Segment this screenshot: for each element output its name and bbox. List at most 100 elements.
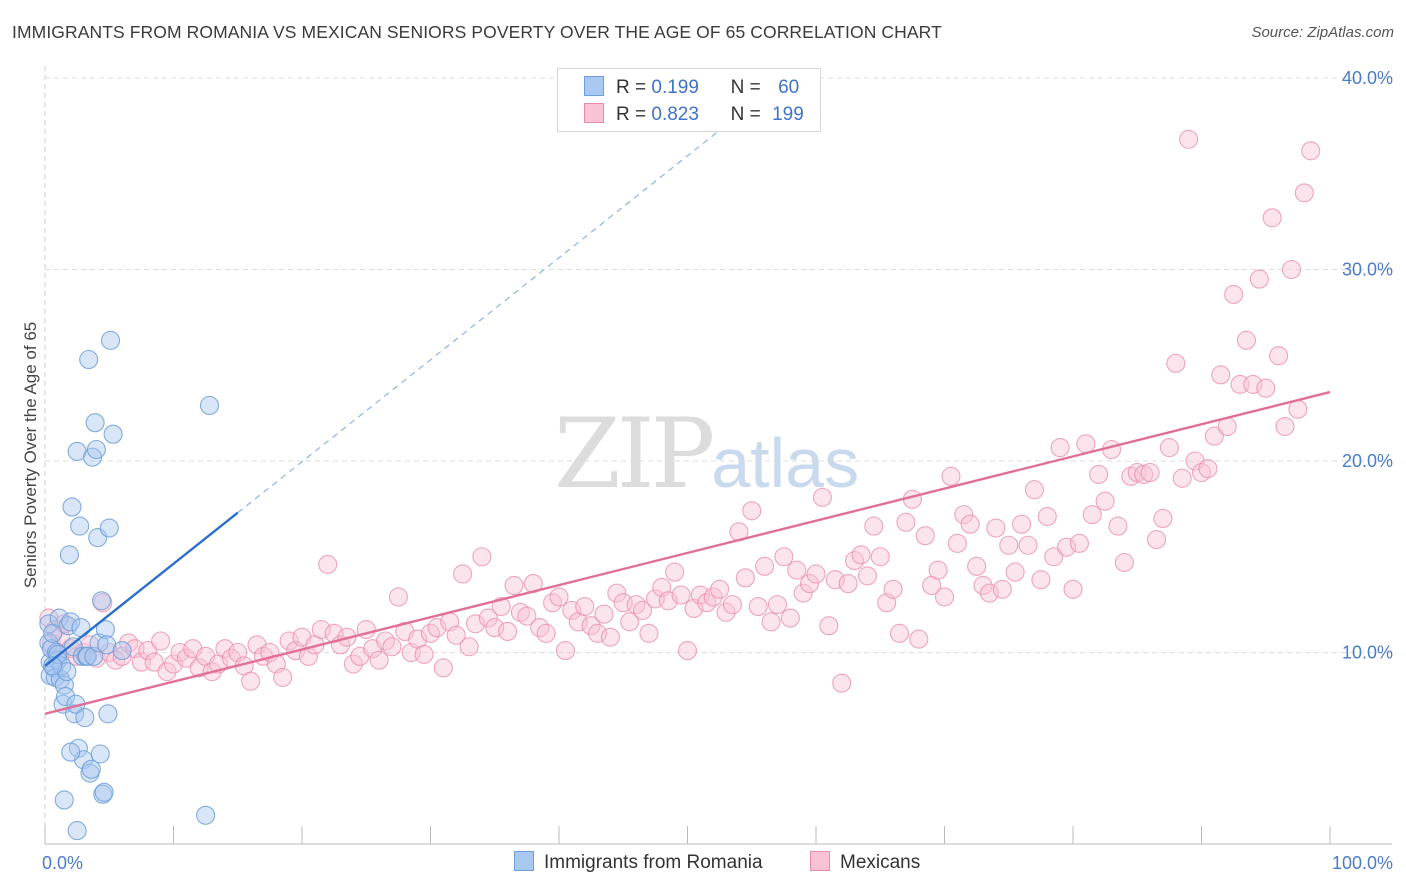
- mexicans-point: [992, 579, 1012, 599]
- mexicans-point: [1204, 426, 1224, 446]
- mexicans-point: [832, 673, 852, 693]
- mexicans-point: [1082, 505, 1102, 525]
- legend-item-mexicans[interactable]: Mexicans: [810, 851, 920, 874]
- mexicans-point: [928, 560, 948, 580]
- mexicans-point: [710, 579, 730, 599]
- romania-point: [70, 516, 90, 536]
- stats-legend: R = 0.199 N = 60 R = 0.823 N = 199: [557, 68, 821, 132]
- mexicans-point: [157, 662, 177, 682]
- mexicans-point: [504, 575, 524, 596]
- romania-trendline-extension: [237, 104, 753, 514]
- mexicans-point: [549, 587, 569, 607]
- romania-trendline: [44, 511, 239, 667]
- mexicans-point: [883, 579, 903, 599]
- legend-label-romania: Immigrants from Romania: [544, 852, 763, 873]
- y-tick-label: 10.0%: [1342, 643, 1393, 663]
- legend-row-romania: R = 0.199 N = 60: [584, 76, 799, 100]
- mexicans-point: [761, 612, 781, 632]
- mexicans-point: [427, 618, 447, 638]
- mexicans-point: [1198, 459, 1218, 479]
- romania-point: [56, 686, 76, 707]
- mexicans-point: [1224, 284, 1244, 304]
- mexicans-point: [716, 602, 736, 622]
- mexicans-point: [388, 587, 408, 607]
- chart-title: IMMIGRANTS FROM ROMANIA VS MEXICAN SENIO…: [12, 22, 942, 42]
- mexicans-point: [1166, 353, 1186, 373]
- mexicans-point: [215, 639, 235, 659]
- romania-point: [79, 349, 99, 370]
- mexicans-point: [1269, 346, 1289, 366]
- romania-point: [196, 805, 216, 825]
- mexicans-point: [1301, 141, 1321, 161]
- romania-point: [77, 646, 97, 666]
- mexicans-point: [780, 608, 800, 628]
- mexicans-point: [825, 570, 845, 590]
- mexicans-point: [1262, 208, 1282, 228]
- romania-point: [86, 439, 106, 460]
- mexicans-point: [735, 568, 755, 588]
- mexicans-point: [1076, 434, 1096, 454]
- mexicans-point: [151, 631, 171, 651]
- mexicans-point: [1024, 480, 1044, 500]
- source-credit: Source: ZipAtlas.com: [1251, 24, 1394, 41]
- romania-point: [61, 612, 81, 632]
- mexicans-point: [639, 623, 659, 643]
- n-label: N =: [730, 77, 761, 98]
- mexicans-point: [819, 616, 839, 636]
- mexicans-point: [472, 547, 492, 567]
- romania-point: [59, 545, 79, 565]
- mexicans-point: [999, 535, 1019, 555]
- mexicans-point: [517, 606, 537, 626]
- romania-swatch: [584, 76, 604, 96]
- mexicans-trendline: [44, 390, 1331, 715]
- mexicans-point: [273, 667, 293, 687]
- mexicans-point: [138, 641, 158, 661]
- mexicans-point: [163, 654, 184, 674]
- mexicans-points: [39, 129, 1321, 693]
- watermark-atlas: atlas: [711, 424, 860, 502]
- y-tick-label: 30.0%: [1342, 260, 1393, 280]
- mexicans-point: [144, 652, 164, 672]
- mexicans-point: [1159, 438, 1179, 458]
- mexicans-point: [241, 671, 261, 691]
- mexicans-point: [536, 623, 556, 643]
- legend-row-mexicans: R = 0.823 N = 199: [584, 103, 804, 127]
- romania-points: [39, 330, 220, 841]
- mexicans-point: [414, 644, 434, 664]
- mexicans-point: [485, 618, 505, 638]
- mexicans-point: [369, 650, 389, 670]
- mexicans-point: [748, 596, 768, 617]
- romania-point: [99, 518, 119, 538]
- mexicans-point: [793, 583, 813, 603]
- legend-item-romania[interactable]: Immigrants from Romania: [514, 851, 763, 874]
- mexicans-point: [1275, 416, 1295, 437]
- x-tick-label-min: 0.0%: [42, 853, 83, 873]
- tick-labels: 10.0% 20.0% 30.0% 40.0% 0.0% 100.0%: [42, 68, 1393, 873]
- romania-point: [95, 619, 115, 640]
- mexicans-point: [318, 554, 338, 574]
- romania-point: [112, 641, 132, 661]
- mexicans-point: [671, 585, 691, 605]
- n-label: N =: [730, 104, 761, 125]
- mexicans-point: [1057, 537, 1077, 557]
- y-tick-label: 20.0%: [1342, 451, 1393, 471]
- mexicans-point: [851, 545, 871, 565]
- mexicans-point: [986, 518, 1006, 538]
- mexicans-point: [1172, 468, 1192, 488]
- mexicans-point: [382, 637, 402, 657]
- mexicans-legend-swatch: [810, 851, 830, 871]
- mexicans-point: [459, 637, 479, 657]
- romania-point: [85, 413, 105, 433]
- mexicans-point: [934, 587, 955, 607]
- mexicans-point: [703, 587, 723, 607]
- mexicans-point: [864, 516, 884, 536]
- mexicans-point: [491, 596, 511, 617]
- romania-point: [103, 424, 123, 444]
- romania-point: [71, 618, 91, 638]
- mexicans-point: [677, 641, 698, 661]
- mexicans-point: [1146, 529, 1167, 550]
- mexicans-point: [176, 648, 196, 668]
- r-label: R =: [616, 77, 647, 98]
- romania-legend-swatch: [514, 851, 534, 871]
